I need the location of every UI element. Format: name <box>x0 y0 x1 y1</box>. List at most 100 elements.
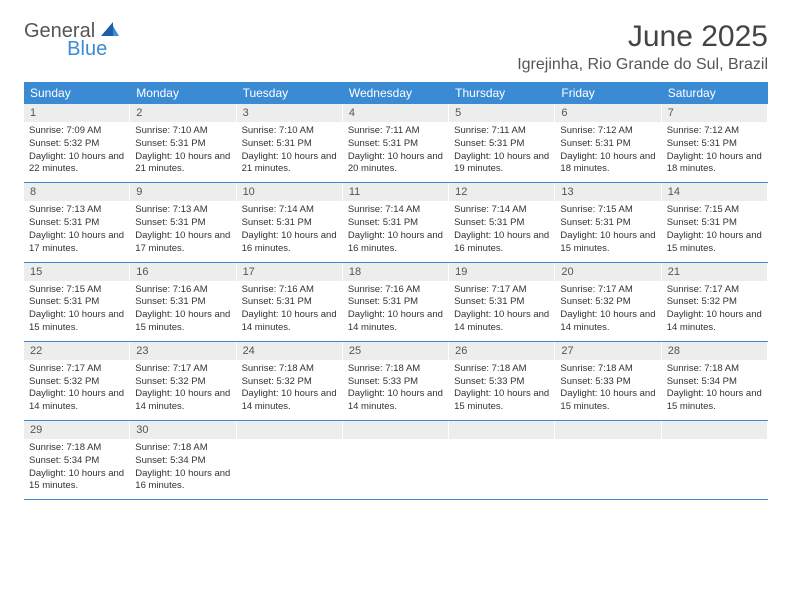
sunset-text: Sunset: 5:31 PM <box>667 138 763 151</box>
sunrise-text: Sunrise: 7:15 AM <box>560 204 656 217</box>
day-number: 26 <box>449 342 555 360</box>
daylight-text: Daylight: 10 hours and 14 minutes. <box>348 309 444 335</box>
day-number: 13 <box>555 183 661 201</box>
sunrise-text: Sunrise: 7:14 AM <box>242 204 338 217</box>
day-number <box>449 421 555 439</box>
day-number: 12 <box>449 183 555 201</box>
sunset-text: Sunset: 5:32 PM <box>135 376 231 389</box>
day-cell <box>662 439 768 499</box>
day-number: 17 <box>237 263 343 281</box>
day-number: 27 <box>555 342 661 360</box>
day-cell: Sunrise: 7:16 AMSunset: 5:31 PMDaylight:… <box>237 281 343 341</box>
sunset-text: Sunset: 5:31 PM <box>29 296 125 309</box>
sunrise-text: Sunrise: 7:17 AM <box>29 363 125 376</box>
sunrise-text: Sunrise: 7:10 AM <box>135 125 231 138</box>
day-number <box>662 421 768 439</box>
day-cell: Sunrise: 7:10 AMSunset: 5:31 PMDaylight:… <box>130 122 236 182</box>
location-text: Igrejinha, Rio Grande do Sul, Brazil <box>517 56 768 74</box>
day-cell: Sunrise: 7:17 AMSunset: 5:32 PMDaylight:… <box>130 360 236 420</box>
day-cell: Sunrise: 7:17 AMSunset: 5:32 PMDaylight:… <box>24 360 130 420</box>
week-daynum-row: 1234567 <box>24 104 768 122</box>
sunset-text: Sunset: 5:32 PM <box>667 296 763 309</box>
daylight-text: Daylight: 10 hours and 18 minutes. <box>667 151 763 177</box>
day-cell: Sunrise: 7:17 AMSunset: 5:32 PMDaylight:… <box>662 281 768 341</box>
day-number: 16 <box>130 263 236 281</box>
sunrise-text: Sunrise: 7:18 AM <box>348 363 444 376</box>
week-daynum-row: 22232425262728 <box>24 342 768 360</box>
sunrise-text: Sunrise: 7:17 AM <box>454 284 550 297</box>
day-number: 24 <box>237 342 343 360</box>
day-cell <box>343 439 449 499</box>
sunset-text: Sunset: 5:31 PM <box>348 296 444 309</box>
day-number: 14 <box>662 183 768 201</box>
daylight-text: Daylight: 10 hours and 15 minutes. <box>667 388 763 414</box>
daylight-text: Daylight: 10 hours and 14 minutes. <box>135 388 231 414</box>
sunrise-text: Sunrise: 7:09 AM <box>29 125 125 138</box>
sunset-text: Sunset: 5:31 PM <box>348 217 444 230</box>
day-number: 2 <box>130 104 236 122</box>
day-number: 21 <box>662 263 768 281</box>
day-cell: Sunrise: 7:12 AMSunset: 5:31 PMDaylight:… <box>555 122 661 182</box>
sunset-text: Sunset: 5:34 PM <box>135 455 231 468</box>
daylight-text: Daylight: 10 hours and 17 minutes. <box>135 230 231 256</box>
sunset-text: Sunset: 5:31 PM <box>454 138 550 151</box>
sunrise-text: Sunrise: 7:18 AM <box>667 363 763 376</box>
day-number: 9 <box>130 183 236 201</box>
sunset-text: Sunset: 5:31 PM <box>135 217 231 230</box>
sunset-text: Sunset: 5:31 PM <box>348 138 444 151</box>
sunset-text: Sunset: 5:31 PM <box>667 217 763 230</box>
daylight-text: Daylight: 10 hours and 19 minutes. <box>454 151 550 177</box>
daylight-text: Daylight: 10 hours and 21 minutes. <box>242 151 338 177</box>
daylight-text: Daylight: 10 hours and 14 minutes. <box>242 388 338 414</box>
day-cell: Sunrise: 7:18 AMSunset: 5:34 PMDaylight:… <box>662 360 768 420</box>
sunrise-text: Sunrise: 7:18 AM <box>29 442 125 455</box>
sunrise-text: Sunrise: 7:12 AM <box>667 125 763 138</box>
daylight-text: Daylight: 10 hours and 20 minutes. <box>348 151 444 177</box>
sunrise-text: Sunrise: 7:13 AM <box>29 204 125 217</box>
sunrise-text: Sunrise: 7:18 AM <box>560 363 656 376</box>
sunrise-text: Sunrise: 7:14 AM <box>454 204 550 217</box>
weekday-tue: Tuesday <box>237 82 343 104</box>
week-content-row: Sunrise: 7:18 AMSunset: 5:34 PMDaylight:… <box>24 439 768 500</box>
day-cell: Sunrise: 7:18 AMSunset: 5:33 PMDaylight:… <box>343 360 449 420</box>
daylight-text: Daylight: 10 hours and 15 minutes. <box>29 309 125 335</box>
day-cell <box>555 439 661 499</box>
week-daynum-row: 891011121314 <box>24 183 768 201</box>
daylight-text: Daylight: 10 hours and 14 minutes. <box>560 309 656 335</box>
day-cell: Sunrise: 7:17 AMSunset: 5:31 PMDaylight:… <box>449 281 555 341</box>
weekday-mon: Monday <box>130 82 236 104</box>
daylight-text: Daylight: 10 hours and 15 minutes. <box>454 388 550 414</box>
daylight-text: Daylight: 10 hours and 15 minutes. <box>560 388 656 414</box>
day-number: 8 <box>24 183 130 201</box>
week-content-row: Sunrise: 7:09 AMSunset: 5:32 PMDaylight:… <box>24 122 768 183</box>
day-cell: Sunrise: 7:18 AMSunset: 5:33 PMDaylight:… <box>555 360 661 420</box>
sunset-text: Sunset: 5:31 PM <box>454 217 550 230</box>
day-number: 29 <box>24 421 130 439</box>
sunrise-text: Sunrise: 7:11 AM <box>454 125 550 138</box>
day-number: 22 <box>24 342 130 360</box>
day-cell: Sunrise: 7:14 AMSunset: 5:31 PMDaylight:… <box>449 201 555 261</box>
daylight-text: Daylight: 10 hours and 21 minutes. <box>135 151 231 177</box>
weekday-sun: Sunday <box>24 82 130 104</box>
daylight-text: Daylight: 10 hours and 16 minutes. <box>135 468 231 494</box>
week-daynum-row: 2930 <box>24 421 768 439</box>
sunrise-text: Sunrise: 7:11 AM <box>348 125 444 138</box>
week-daynum-row: 15161718192021 <box>24 263 768 281</box>
daylight-text: Daylight: 10 hours and 16 minutes. <box>348 230 444 256</box>
day-cell: Sunrise: 7:17 AMSunset: 5:32 PMDaylight:… <box>555 281 661 341</box>
sunset-text: Sunset: 5:34 PM <box>29 455 125 468</box>
sunset-text: Sunset: 5:31 PM <box>560 138 656 151</box>
day-number <box>555 421 661 439</box>
daylight-text: Daylight: 10 hours and 16 minutes. <box>454 230 550 256</box>
daylight-text: Daylight: 10 hours and 14 minutes. <box>242 309 338 335</box>
daylight-text: Daylight: 10 hours and 14 minutes. <box>29 388 125 414</box>
sunrise-text: Sunrise: 7:18 AM <box>135 442 231 455</box>
sunset-text: Sunset: 5:32 PM <box>242 376 338 389</box>
sunset-text: Sunset: 5:33 PM <box>348 376 444 389</box>
sunset-text: Sunset: 5:31 PM <box>560 217 656 230</box>
day-number: 4 <box>343 104 449 122</box>
day-cell: Sunrise: 7:14 AMSunset: 5:31 PMDaylight:… <box>237 201 343 261</box>
day-cell: Sunrise: 7:15 AMSunset: 5:31 PMDaylight:… <box>555 201 661 261</box>
day-number: 5 <box>449 104 555 122</box>
day-number: 10 <box>237 183 343 201</box>
